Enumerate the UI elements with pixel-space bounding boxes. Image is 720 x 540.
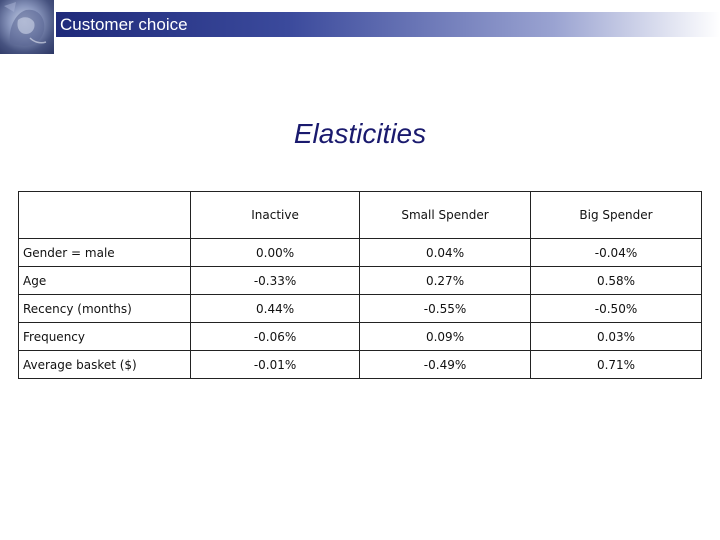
column-header-big-spender: Big Spender: [530, 191, 702, 239]
column-header-blank: [17, 191, 192, 239]
table-cell: -0.50%: [530, 294, 702, 323]
table-cell: 0.09%: [359, 322, 532, 351]
table-cell: -0.33%: [190, 266, 361, 295]
table-cell: 0.58%: [530, 266, 702, 295]
row-label: Age: [17, 266, 192, 295]
row-label: Recency (months): [17, 294, 192, 323]
table-row: Age -0.33% 0.27% 0.58%: [17, 266, 702, 295]
column-header-small-spender: Small Spender: [359, 191, 532, 239]
table-row: Frequency -0.06% 0.09% 0.03%: [17, 322, 702, 351]
table-row: Gender = male 0.00% 0.04% -0.04%: [17, 238, 702, 267]
header-bar: [56, 12, 720, 37]
column-header-inactive: Inactive: [190, 191, 361, 239]
table-cell: 0.71%: [530, 350, 702, 379]
table-cell: 0.04%: [359, 238, 532, 267]
row-label: Average basket ($): [17, 350, 192, 379]
table-cell: -0.06%: [190, 322, 361, 351]
row-label: Frequency: [17, 322, 192, 351]
slide-title: Elasticities: [293, 118, 427, 149]
row-label: Gender = male: [17, 238, 192, 267]
table-cell: 0.44%: [190, 294, 361, 323]
table-row: Recency (months) 0.44% -0.55% -0.50%: [17, 294, 702, 323]
table-cell: 0.27%: [359, 266, 532, 295]
table-cell: -0.55%: [359, 294, 532, 323]
table-cell: 0.03%: [530, 322, 702, 351]
lion-statue-logo: [0, 0, 54, 54]
table-cell: 0.00%: [190, 238, 361, 267]
table-header-row: Inactive Small Spender Big Spender: [17, 191, 702, 239]
table-cell: -0.49%: [359, 350, 532, 379]
table-cell: -0.01%: [190, 350, 361, 379]
elasticities-table: Inactive Small Spender Big Spender Gende…: [17, 191, 702, 379]
table-row: Average basket ($) -0.01% -0.49% 0.71%: [17, 350, 702, 379]
table-cell: -0.04%: [530, 238, 702, 267]
header-title: Customer choice: [60, 15, 188, 34]
